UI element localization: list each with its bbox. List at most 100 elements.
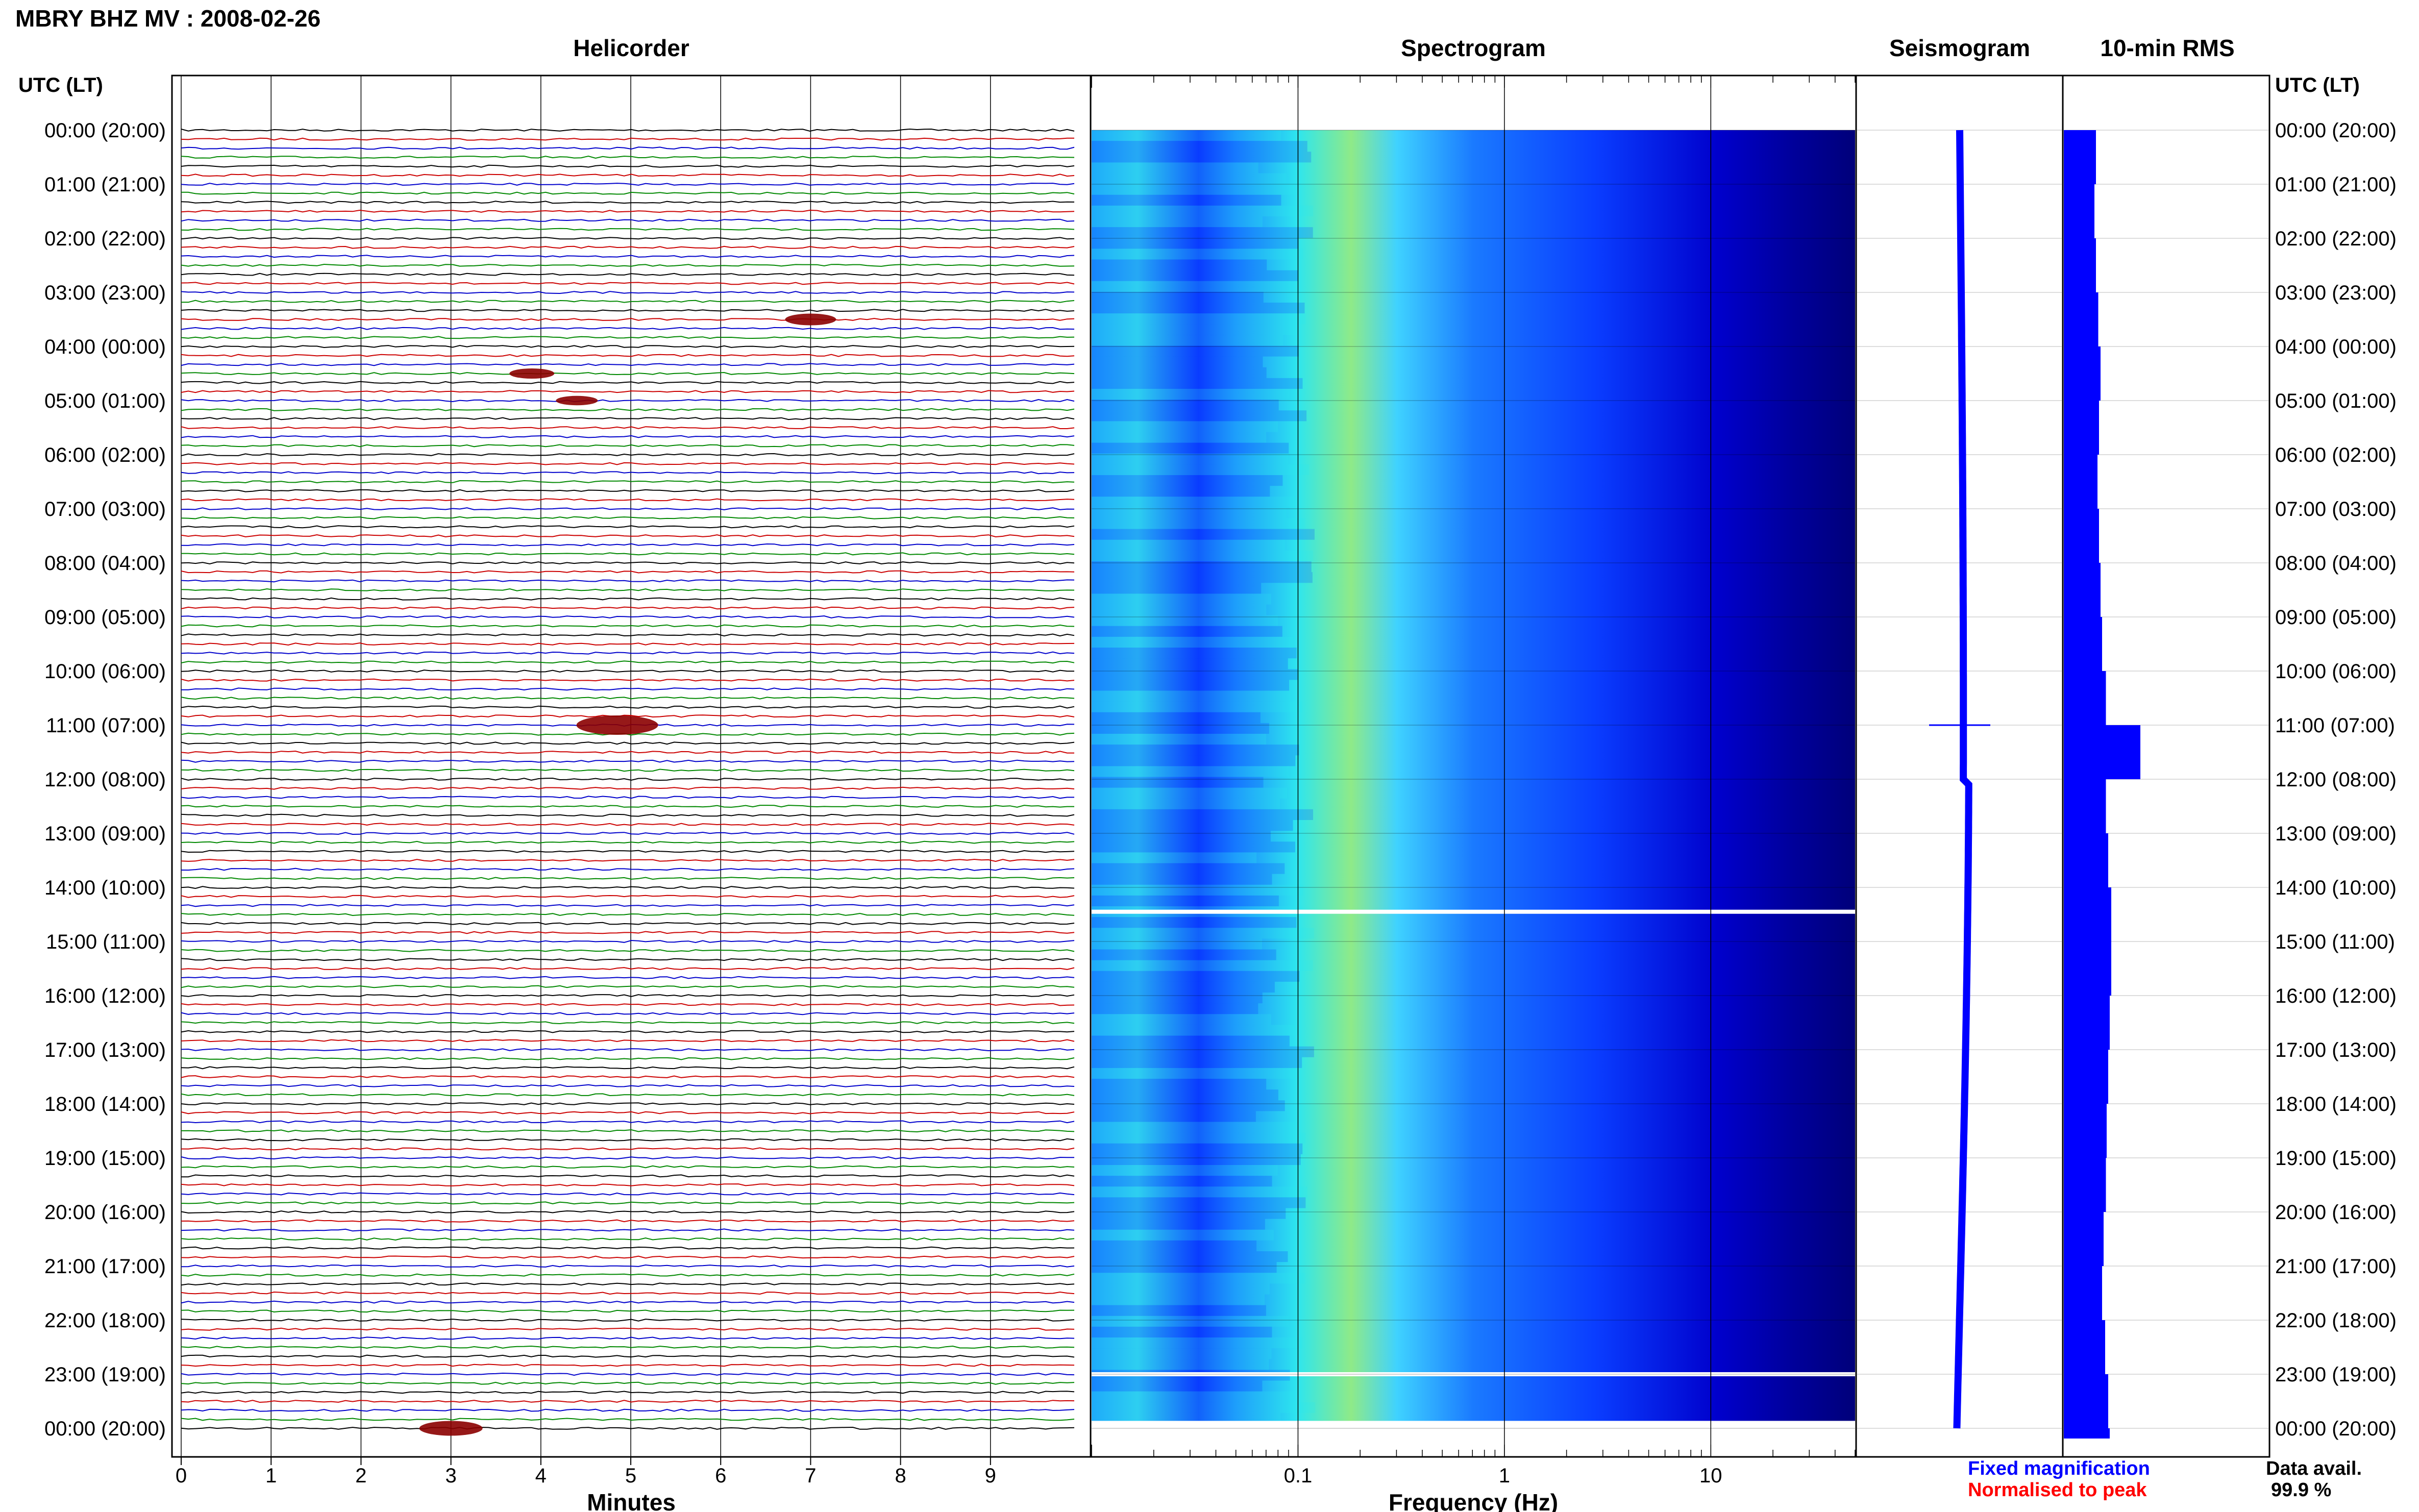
helicorder-trace: [181, 426, 1075, 429]
time-tick-label-left: 13:00 (09:00): [44, 823, 166, 845]
helicorder-trace: [181, 1102, 1075, 1106]
spectrogram-band: [1092, 1316, 1289, 1327]
spectrogram-band: [1092, 755, 1296, 766]
helicorder-trace: [181, 435, 1075, 438]
spectrogram-band: [1092, 378, 1303, 389]
rms-bar: [2064, 1266, 2102, 1320]
helicorder-trace: [181, 939, 1075, 944]
spectrogram-band: [1092, 313, 1306, 325]
time-tick-label-left: 02:00 (22:00): [44, 228, 166, 250]
spectrogram-band: [1092, 1014, 1271, 1025]
time-tick-label-left: 09:00 (05:00): [44, 606, 166, 629]
spectrogram-band: [1092, 615, 1278, 626]
helicorder-trace: [181, 1399, 1075, 1403]
helicorder-trace: [181, 994, 1075, 997]
spectrogram-band: [1092, 938, 1263, 950]
spectrogram-band: [1092, 1262, 1277, 1273]
helicorder-trace: [181, 516, 1075, 519]
helicorder-trace: [181, 1391, 1075, 1394]
helicorder-trace: [181, 858, 1075, 862]
spectrogram-band: [1092, 464, 1310, 475]
helicorder-trace: [181, 1183, 1075, 1187]
spectrogram-band: [1092, 820, 1293, 831]
spectrogram-band: [1092, 593, 1271, 605]
spectrogram-band: [1092, 205, 1314, 216]
seismogram-panel: [1855, 75, 2064, 1458]
spectrogram-band: [1092, 960, 1313, 971]
spectrogram-band: [1092, 1003, 1258, 1014]
helicorder-trace: [181, 390, 1075, 393]
helicorder-trace: [181, 543, 1075, 547]
rms-bar: [2064, 779, 2106, 833]
helicorder-trace: [181, 1336, 1075, 1340]
helicorder-trace: [181, 245, 1075, 249]
spectrogram-data-gap: [1092, 909, 1855, 914]
helicorder-trace: [181, 317, 1075, 321]
spectrogram-band: [1092, 680, 1290, 691]
spectrogram-band: [1092, 475, 1283, 486]
helicorder-trace: [181, 534, 1075, 538]
rms-bar: [2064, 292, 2099, 346]
rms-bar: [2064, 887, 2111, 941]
helicorder-trace: [181, 1048, 1075, 1052]
helicorder-trace: [181, 462, 1075, 465]
helicorder-trace: [181, 678, 1075, 682]
spectrogram-band: [1092, 831, 1271, 842]
helicorder-trace: [181, 344, 1075, 349]
helicorder-trace: [181, 1264, 1075, 1268]
helicorder-trace: [181, 840, 1075, 844]
helicorder-trace: [181, 660, 1075, 664]
helicorder-trace: [181, 786, 1075, 790]
helicorder-trace: [181, 327, 1075, 330]
spectrogram-band: [1092, 259, 1267, 270]
helicorder-xtick-label: 1: [265, 1465, 277, 1487]
helicorder-trace: [181, 354, 1075, 357]
helicorder-trace: [181, 976, 1075, 979]
helicorder-trace: [181, 1228, 1075, 1232]
time-tick-label-right: 14:00 (10:00): [2275, 877, 2397, 899]
spectrogram-band: [1092, 1046, 1314, 1057]
seismogram-trace: [1953, 130, 1972, 1429]
right-time-ticks: 00:00 (20:00) 01:00 (21:00) 02:00 (22:00) 0…: [2262, 119, 2397, 1440]
spectrogram-band: [1092, 152, 1312, 163]
time-tick-label-left: 20:00 (16:00): [44, 1201, 166, 1224]
spectrogram-band: [1092, 1229, 1274, 1241]
helicorder-xtick-label: 9: [985, 1465, 996, 1487]
helicorder-trace: [181, 1282, 1075, 1286]
spectrogram-xlabel: Frequency (Hz): [1389, 1489, 1558, 1512]
helicorder-trace: [181, 1219, 1075, 1223]
spectrogram-band: [1092, 884, 1303, 896]
spectrogram-band: [1092, 1025, 1300, 1036]
helicorder-trace: [181, 1327, 1075, 1331]
rms-bar: [2064, 130, 2096, 184]
helicorder-trace: [181, 191, 1075, 195]
time-tick-label-right: 01:00 (21:00): [2275, 173, 2397, 196]
time-tick-label-right: 20:00 (16:00): [2275, 1201, 2397, 1224]
spectrogram-data-gap: [1092, 1421, 1855, 1425]
helicorder-trace: [181, 282, 1075, 285]
helicorder-xtick-label: 0: [176, 1465, 187, 1487]
time-tick-label-right: 07:00 (03:00): [2275, 498, 2397, 520]
spectrogram-band: [1092, 291, 1264, 303]
spectrogram-band: [1092, 971, 1300, 982]
spectrogram-band: [1092, 809, 1313, 820]
rms-bar: [2064, 1320, 2105, 1374]
helicorder-trace: [181, 570, 1075, 574]
spectrogram-band: [1092, 734, 1266, 745]
helicorder-trace: [181, 624, 1075, 628]
helicorder-event: [785, 313, 836, 326]
spectrogram-band: [1092, 874, 1272, 885]
spectrogram-band: [1092, 863, 1285, 874]
rms-bar: [2064, 455, 2097, 509]
helicorder-trace: [181, 498, 1075, 502]
helicorder-title: Helicorder: [573, 35, 689, 61]
time-tick-label-left: 01:00 (21:00): [44, 173, 166, 196]
helicorder-trace: [181, 804, 1074, 808]
helicorder-xtick-label: 4: [535, 1465, 547, 1487]
spectrogram-band: [1092, 432, 1267, 443]
spectrogram-band: [1092, 1348, 1272, 1359]
time-tick-label-left: 00:00 (20:00): [44, 1418, 166, 1440]
legend-normalised-to-peak: Normalised to peak: [1968, 1479, 2147, 1501]
time-tick-label-left: 08:00 (04:00): [44, 552, 166, 575]
time-tick-label-right: 21:00 (17:00): [2275, 1255, 2397, 1278]
